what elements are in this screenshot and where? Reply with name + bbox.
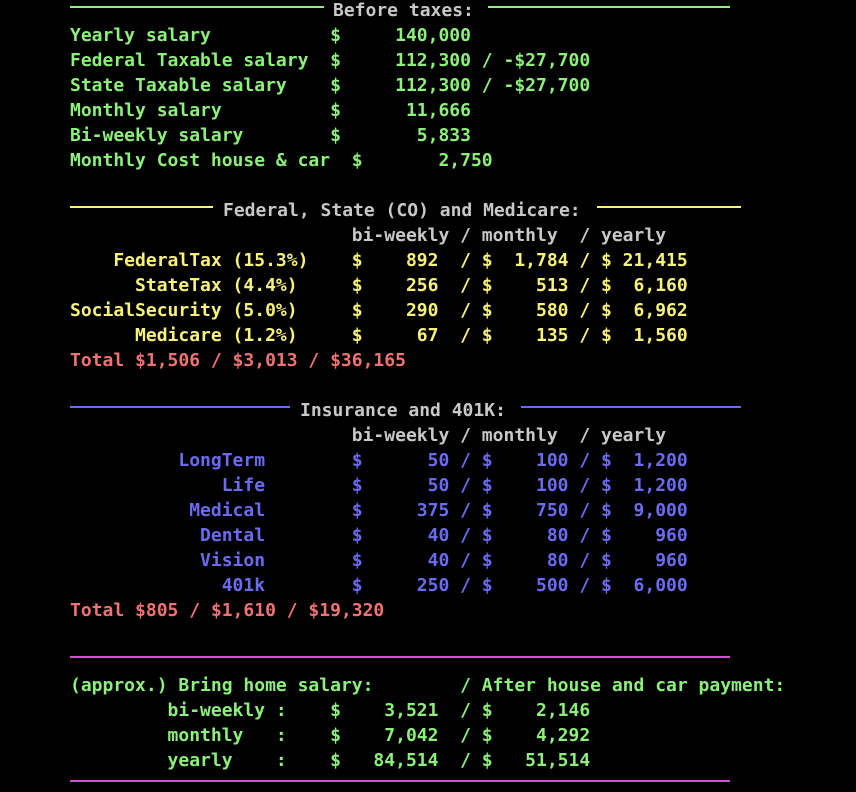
medicare-row: Medicare (1.2%) $ 67 / $ 135 / $ 1,560 (70, 325, 688, 346)
biweekly-salary-line: Bi-weekly salary $ 5,833 (70, 125, 471, 146)
before-rule-right (488, 6, 730, 8)
taxes-title: Federal, State (CO) and Medicare: (223, 200, 581, 221)
dental-row: Dental $ 40 / $ 80 / $ 960 (70, 525, 688, 546)
taxes-total: Total $1,506 / $3,013 / $36,165 (70, 350, 406, 371)
vision-row: Vision $ 40 / $ 80 / $ 960 (70, 550, 688, 571)
takehome-rule-top (70, 656, 730, 658)
taxes-rule-right (597, 206, 741, 208)
insurance-rule-right (521, 406, 741, 408)
medical-row: Medical $ 375 / $ 750 / $ 9,000 (70, 500, 688, 521)
longterm-row: LongTerm $ 50 / $ 100 / $ 1,200 (70, 450, 688, 471)
yearly-salary-line: Yearly salary $ 140,000 (70, 25, 471, 46)
monthly-salary-line: Monthly salary $ 11,666 (70, 100, 471, 121)
takehome-monthly-row: monthly : $ 7,042 / $ 4,292 (70, 725, 591, 746)
federal-tax-row: FederalTax (15.3%) $ 892 / $ 1,784 / $ 2… (70, 250, 688, 271)
insurance-title: Insurance and 401K: (300, 400, 506, 421)
state-tax-row: StateTax (4.4%) $ 256 / $ 513 / $ 6,160 (70, 275, 688, 296)
insurance-column-header: bi-weekly / monthly / yearly (70, 425, 667, 446)
before-rule-left (70, 6, 324, 8)
life-row: Life $ 50 / $ 100 / $ 1,200 (70, 475, 688, 496)
social-security-row: SocialSecurity (5.0%) $ 290 / $ 580 / $ … (70, 300, 688, 321)
before-taxes-title: Before taxes: (333, 0, 474, 21)
monthly-cost-line: Monthly Cost house & car $ 2,750 (70, 150, 493, 171)
takehome-yearly-row: yearly : $ 84,514 / $ 51,514 (70, 750, 591, 771)
insurance-rule-left (70, 406, 290, 408)
takehome-rule-bottom (70, 780, 730, 782)
state-taxable-line: State Taxable salary $ 112,300 / -$27,70… (70, 75, 591, 96)
taxes-column-header: bi-weekly / monthly / yearly (70, 225, 667, 246)
takehome-header: (approx.) Bring home salary: / After hou… (70, 675, 786, 696)
401k-row: 401k $ 250 / $ 500 / $ 6,000 (70, 575, 688, 596)
taxes-rule-left (70, 206, 213, 208)
insurance-total: Total $805 / $1,610 / $19,320 (70, 600, 385, 621)
takehome-biweekly-row: bi-weekly : $ 3,521 / $ 2,146 (70, 700, 591, 721)
federal-taxable-line: Federal Taxable salary $ 112,300 / -$27,… (70, 50, 591, 71)
